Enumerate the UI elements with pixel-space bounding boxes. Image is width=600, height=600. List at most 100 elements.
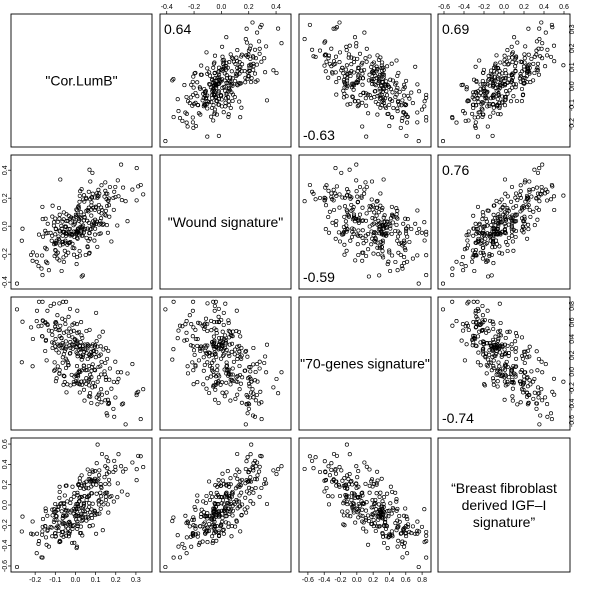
scatter-point — [380, 238, 385, 243]
scatter-point — [106, 348, 111, 353]
scatter-point — [61, 330, 66, 335]
scatter-point — [472, 115, 477, 120]
tick-label: 0.2 — [368, 577, 378, 584]
scatter-point — [105, 230, 110, 235]
scatter-point — [214, 379, 219, 385]
scatter-point — [371, 71, 376, 76]
scatter-point — [459, 262, 464, 267]
scatter-point — [75, 354, 80, 359]
panel-frame — [159, 437, 292, 573]
scatter-point — [537, 37, 542, 42]
scatter-point — [119, 162, 124, 167]
scatter-point — [491, 340, 496, 345]
scatter-point — [84, 485, 89, 490]
scatter-point — [480, 347, 485, 352]
scatter-point — [381, 504, 386, 510]
scatter-point — [76, 226, 81, 231]
scatter-point — [14, 307, 20, 312]
scatter-point — [70, 346, 75, 351]
scatter-point — [255, 362, 260, 367]
scatter-point — [367, 72, 372, 77]
scatter-point — [471, 320, 476, 325]
scatter-point — [358, 93, 363, 98]
tick-label: 0.4 — [2, 165, 9, 175]
scatter-point — [364, 529, 369, 534]
variable-label-1: "Wound signature" — [168, 214, 284, 230]
scatter-point — [415, 82, 420, 87]
scatter-point — [226, 351, 231, 356]
scatter-point — [402, 85, 407, 90]
scatter-point — [473, 120, 478, 125]
scatter-point — [81, 212, 86, 217]
scatter-point — [369, 197, 374, 202]
scatter-point — [471, 92, 476, 97]
scatter-point — [545, 414, 550, 419]
scatter-point — [403, 248, 408, 253]
scatter-point — [376, 218, 381, 223]
scatter-point — [326, 53, 332, 58]
scatter-point — [509, 44, 514, 49]
scatter-point — [382, 213, 387, 218]
scatter-point — [90, 224, 95, 229]
scatter-point — [207, 521, 212, 527]
scatter-point — [198, 524, 203, 529]
scatter-point — [213, 387, 218, 392]
scatter-point — [188, 534, 193, 539]
scatter-point — [107, 482, 112, 487]
scatter-point — [66, 333, 71, 338]
scatter-point — [536, 72, 541, 77]
scatter-point — [419, 230, 425, 235]
scatter-point — [378, 229, 384, 234]
scatter-point — [509, 342, 514, 347]
scatter-point — [349, 502, 354, 507]
scatter-point — [345, 187, 350, 192]
scatter-point — [388, 77, 393, 82]
scatter-point — [323, 69, 328, 74]
scatter-point — [481, 86, 486, 91]
scatter-point — [405, 259, 410, 264]
scatter-point — [239, 345, 244, 351]
scatter-point — [466, 299, 471, 304]
scatter-point — [99, 216, 104, 221]
scatter-point — [507, 329, 512, 334]
scatter-point — [466, 327, 471, 333]
scatter-point — [417, 529, 422, 534]
scatter-point — [514, 364, 519, 369]
scatter-point — [175, 533, 180, 538]
scatter-point — [195, 80, 200, 85]
scatter-point — [376, 502, 381, 507]
scatter-point — [233, 78, 238, 84]
scatter-point — [75, 526, 80, 531]
scatter-point — [61, 534, 66, 539]
scatter-point — [239, 490, 244, 495]
scatter-point — [227, 60, 232, 65]
scatter-point — [88, 394, 93, 399]
scatter-point — [96, 202, 101, 208]
scatter-point — [216, 89, 221, 94]
scatter-point — [87, 501, 92, 506]
scatter-point — [190, 343, 195, 349]
scatter-point — [302, 199, 307, 204]
scatter-point — [372, 216, 377, 221]
scatter-point — [522, 52, 527, 57]
scatter-point — [357, 212, 363, 217]
scatter-point — [313, 197, 318, 202]
scatter-point — [63, 513, 69, 518]
scatter-point — [99, 205, 104, 210]
scatter-point — [350, 81, 355, 86]
scatter-point — [209, 100, 214, 105]
scatter-point — [493, 343, 498, 348]
scatter-point — [489, 68, 494, 73]
scatter-point — [61, 500, 66, 506]
scatter-point — [334, 80, 339, 85]
scatter-point — [203, 324, 208, 329]
scatter-point — [43, 509, 48, 514]
scatter-point — [381, 100, 386, 105]
scatter-point — [478, 231, 483, 236]
scatter-point — [497, 244, 502, 249]
scatter-point — [543, 395, 548, 400]
scatter-point — [483, 242, 488, 247]
scatter-point — [197, 321, 202, 326]
scatter-point — [103, 375, 108, 380]
scatter-point — [381, 72, 387, 77]
